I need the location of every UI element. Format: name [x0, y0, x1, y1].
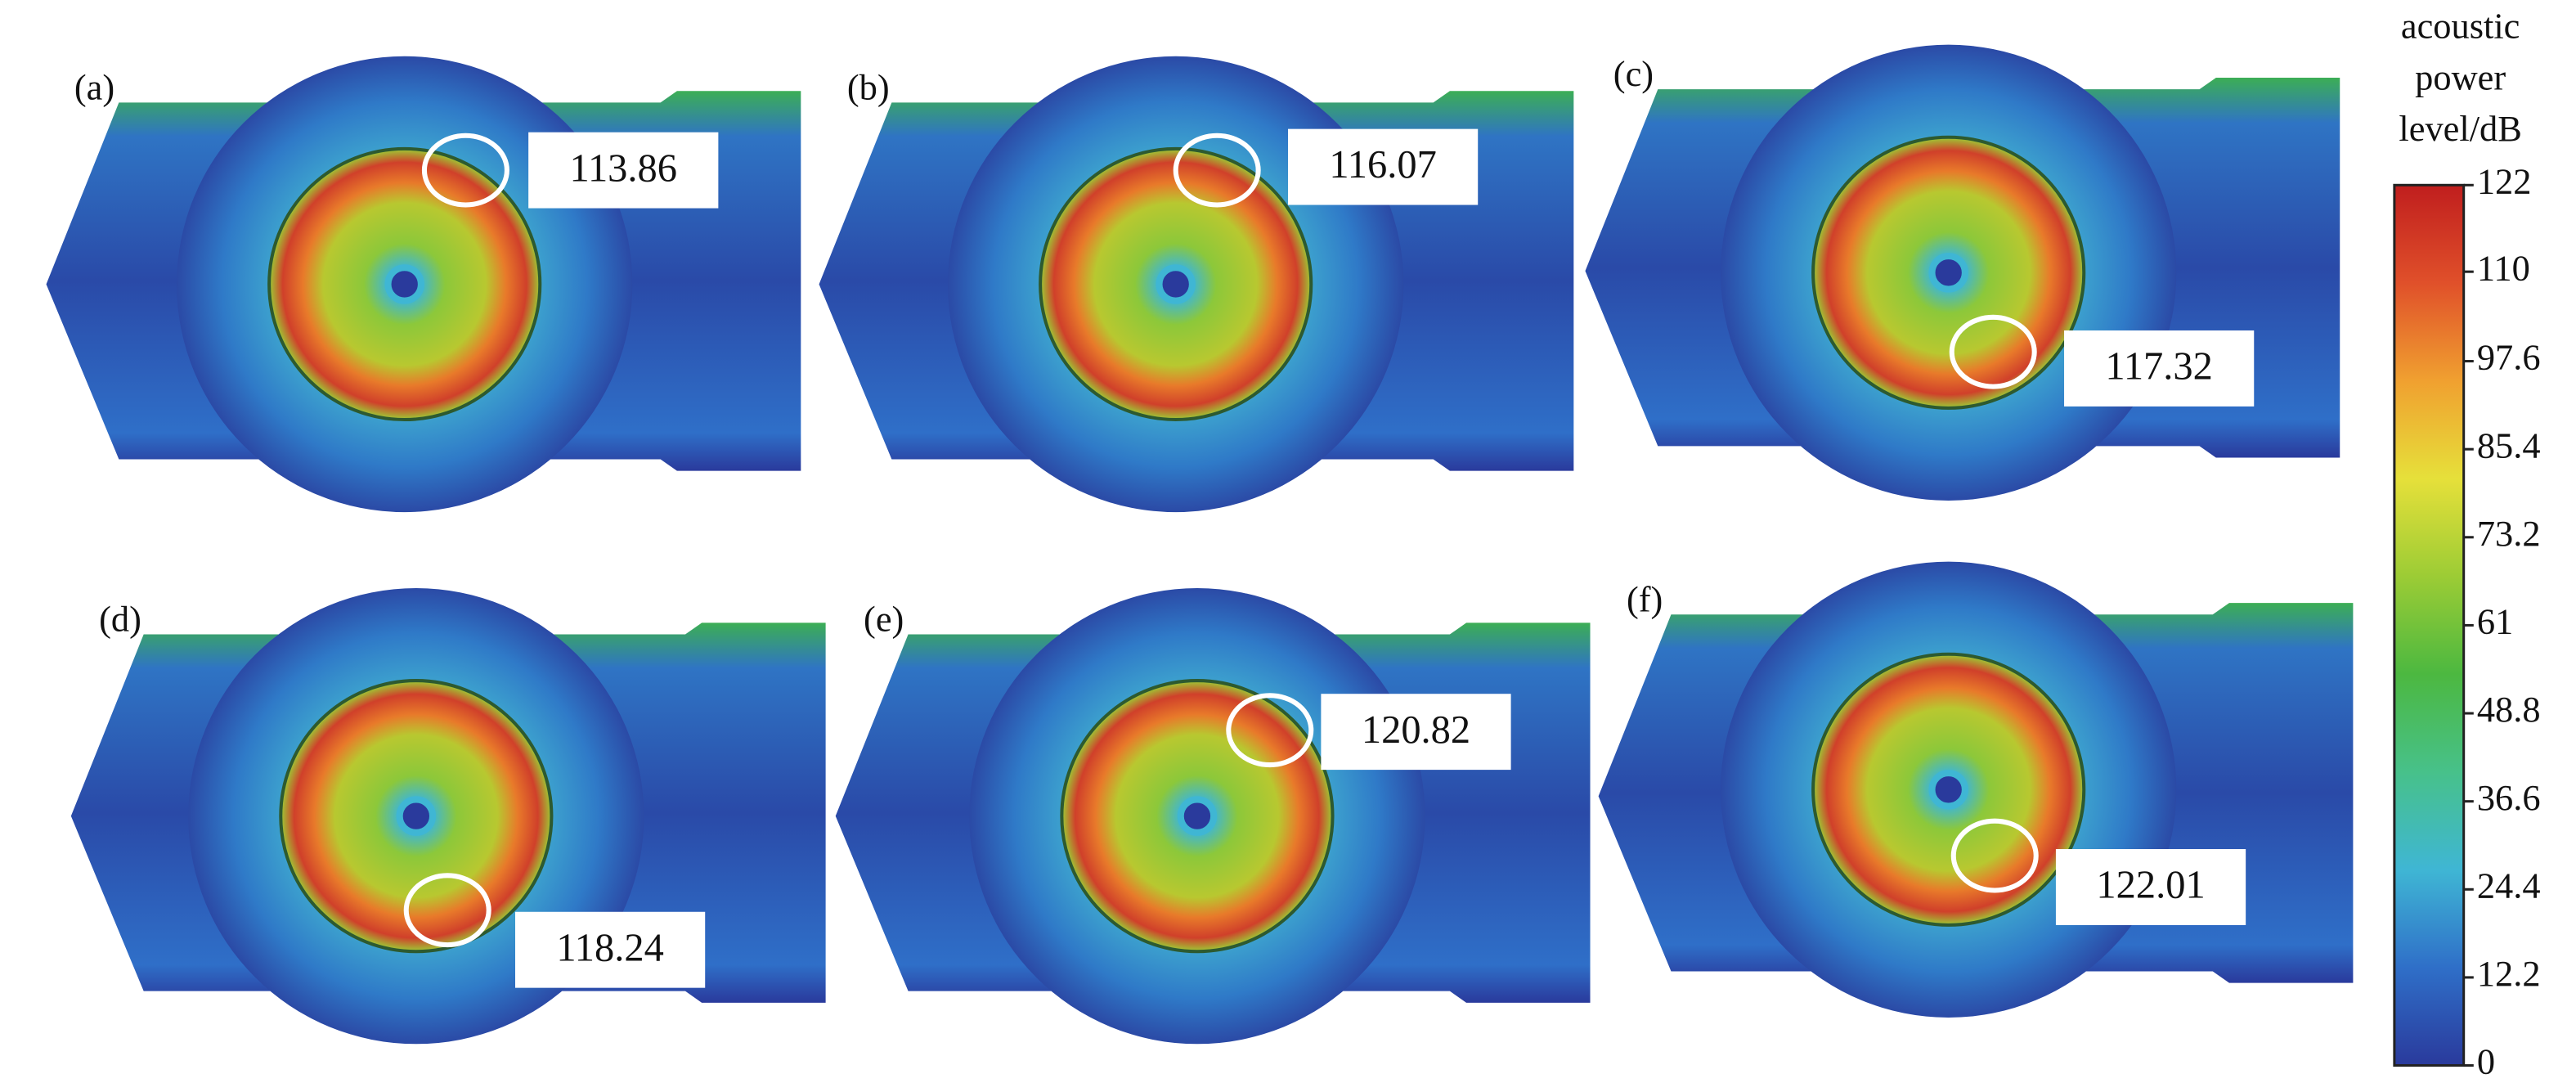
panel-label: (d) [99, 599, 141, 640]
peak-value: 120.82 [1362, 708, 1470, 752]
value-box [1321, 694, 1511, 771]
valve-hub [1156, 264, 1196, 304]
colorbar-tick-label: 48.8 [2477, 689, 2541, 730]
panel: (b) 116.07 [819, 56, 1574, 513]
colorbar-tick-label: 110 [2477, 247, 2530, 288]
hotspot-marker [403, 873, 491, 948]
peak-value: 113.86 [570, 146, 677, 190]
colorbar-tick-label: 73.2 [2477, 513, 2541, 554]
panel: (d) 118.24 [70, 587, 826, 1045]
value-box [2064, 330, 2255, 407]
valve-hub [396, 796, 437, 836]
hotspot-marker [1950, 818, 2039, 893]
colorbar-tick-label: 12.2 [2477, 953, 2541, 994]
peak-value: 118.24 [556, 926, 663, 969]
panel-label: (f) [1627, 578, 1663, 619]
panel-label: (c) [1613, 53, 1654, 94]
panel: (f) 122.01 [1598, 561, 2354, 1018]
panel: (e) 120.82 [835, 587, 1591, 1045]
valve-hub [1177, 796, 1218, 836]
value-box [528, 132, 719, 209]
colorbar [2393, 183, 2466, 1067]
panel-label: (a) [74, 66, 114, 107]
hotspot-marker [1949, 314, 2037, 389]
panel-label: (e) [864, 599, 904, 640]
panel: (c) 117.32 [1585, 44, 2340, 501]
peak-value: 117.32 [2105, 345, 2212, 389]
panel: (a) 113.86 [46, 56, 801, 513]
value-box [1288, 128, 1479, 205]
hotspot-marker [421, 133, 509, 208]
colorbar-title: acoustic [2401, 6, 2520, 47]
valve-hub [1928, 770, 1968, 810]
panel-label: (b) [847, 66, 890, 107]
value-box [515, 911, 706, 988]
value-box [2055, 849, 2246, 925]
hotspot-marker [1173, 133, 1261, 208]
colorbar-tick-label: 97.6 [2477, 337, 2541, 378]
peak-value: 116.07 [1329, 143, 1436, 186]
valve-hub [1928, 253, 1968, 293]
colorbar-tick-label: 36.6 [2477, 777, 2541, 818]
colorbar-tick-label: 122 [2477, 160, 2532, 201]
peak-value: 122.01 [2096, 864, 2205, 907]
colorbar-tick-label: 61 [2477, 601, 2513, 642]
colorbar-title: power [2415, 56, 2506, 97]
colorbar-tick-label: 0 [2477, 1041, 2495, 1082]
hotspot-marker [1226, 693, 1314, 768]
colorbar-title: level/dB [2399, 108, 2521, 149]
colorbar-tick-label: 85.4 [2477, 425, 2541, 465]
valve-hub [384, 264, 424, 304]
colorbar-tick-label: 24.4 [2477, 865, 2541, 906]
